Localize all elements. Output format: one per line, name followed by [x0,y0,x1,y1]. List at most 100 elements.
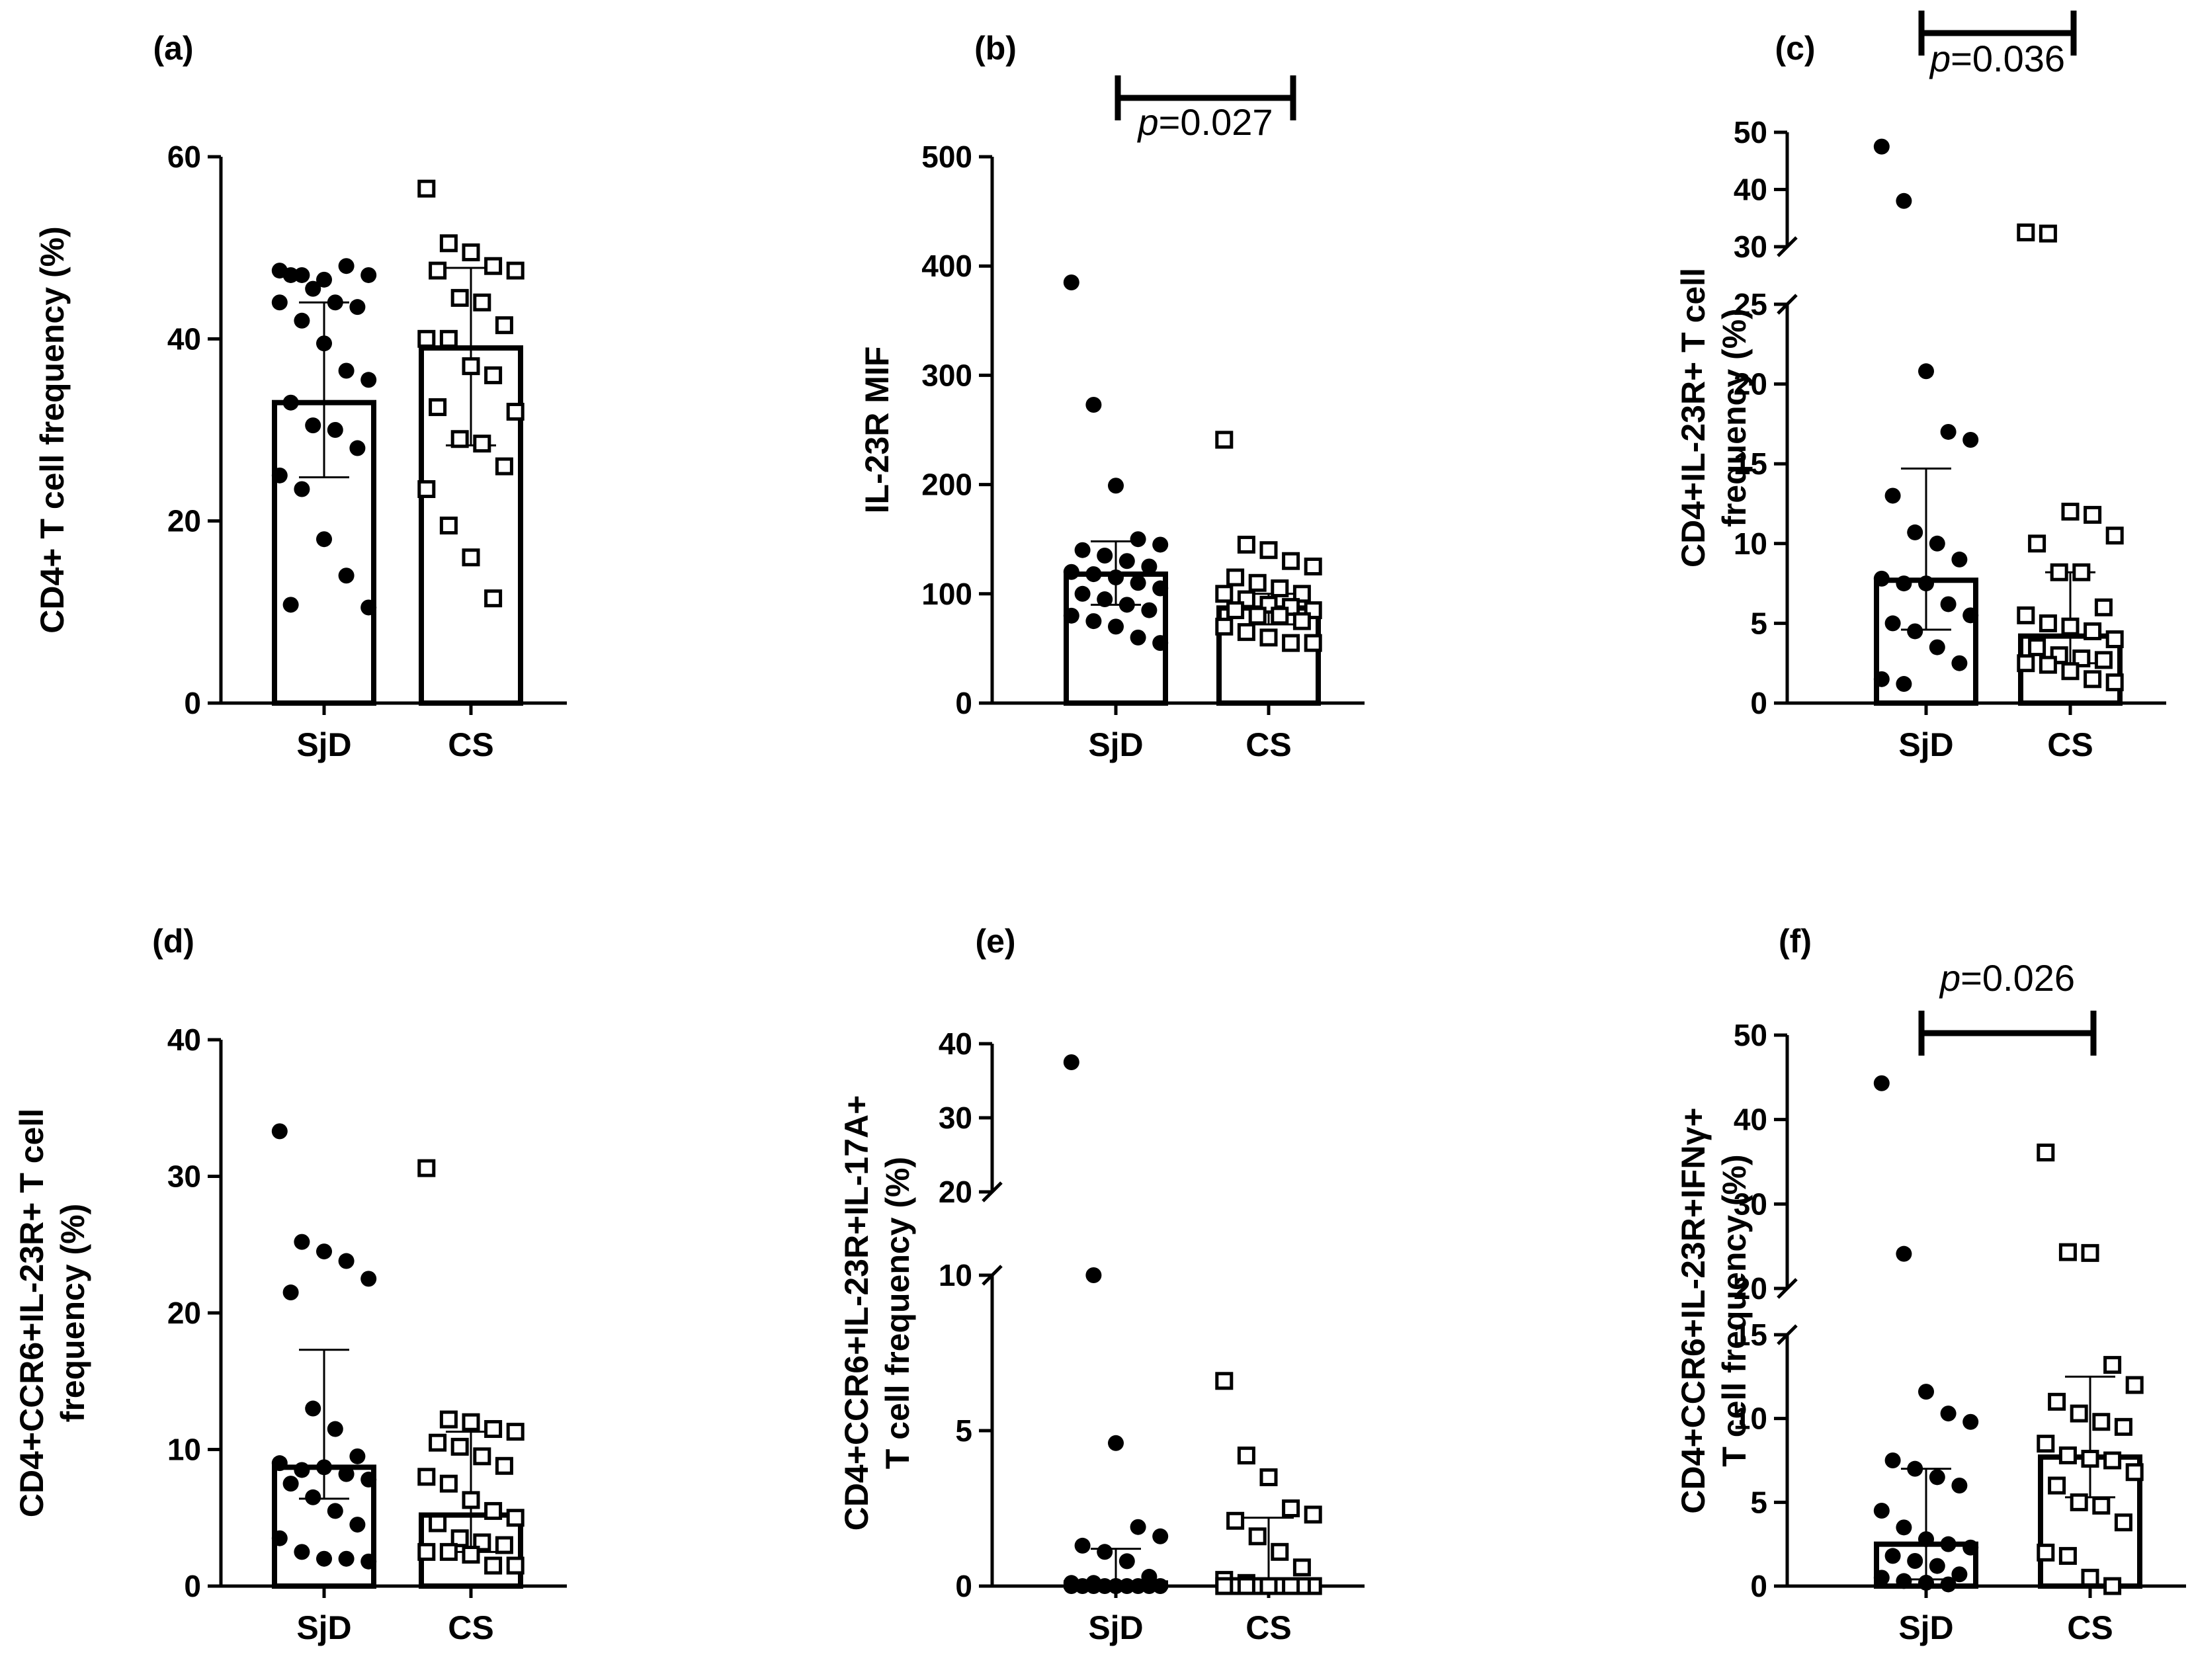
data-point [271,1123,288,1140]
data-point [1282,634,1300,652]
data-point [484,257,503,275]
data-point [450,288,469,307]
data-point [360,1271,377,1287]
y-axis-label: CD4+CCR6+IL-23R+IFNγ+ [1675,1107,1712,1513]
data-point [1940,1576,1957,1593]
data-point [1282,552,1300,570]
data-point [271,1530,288,1546]
data-point [282,394,299,411]
data-point [484,1556,503,1575]
data-point [349,299,366,315]
data-point [360,1471,377,1488]
data-point [1215,1577,1234,1595]
data-point [1951,551,1968,567]
y-tick-label: 10 [939,1258,972,1292]
data-point [1118,1553,1135,1570]
data-point [1141,602,1158,618]
data-point [327,422,343,438]
data-point [473,1447,491,1466]
data-point [1152,580,1169,597]
data-point [1907,524,1923,540]
data-point [1074,1537,1091,1554]
panel-e: (e) 0 5 10 20 30 40 SjD CS CD4+CCR6+IL-23R+IL-17A… [838,923,1365,1646]
data-point [2114,1513,2132,1532]
data-point [1130,629,1146,646]
data-point [2058,1446,2077,1464]
data-point [2037,1435,2055,1453]
data-point [495,1536,513,1554]
data-point [1085,566,1102,583]
data-point [462,1491,480,1509]
data-point [2028,638,2046,657]
data-point [294,267,310,283]
data-point [1940,423,1957,440]
data-point [417,1468,436,1486]
y-tick-label: 10 [167,1433,201,1467]
data-point [282,1284,299,1301]
data-point [2092,1413,2111,1431]
data-point [506,1509,525,1527]
data-point [2125,1463,2144,1482]
data-point [1873,138,1890,155]
data-point [1108,618,1124,635]
data-point [2072,563,2091,581]
data-point [1118,597,1135,613]
data-point [2048,1392,2066,1411]
data-point [2037,1543,2055,1562]
data-point [1282,1577,1300,1595]
data-point [327,294,343,311]
data-point [1918,1531,1934,1548]
y-tick-label: 100 [921,577,972,611]
data-point [473,435,491,453]
data-point [271,294,288,311]
panel-label: (a) [153,30,193,67]
data-point [327,1503,343,1519]
data-point [1259,1468,1278,1486]
data-point [484,1420,503,1439]
data-point [305,280,321,297]
panel-a: (a) 0 20 40 60 SjD CS CD4+ T cell frequency (%) [34,30,567,763]
data-point [1884,1452,1901,1468]
data-point [506,402,525,421]
data-point [495,457,513,476]
y-tick-label: 60 [167,140,201,174]
y-tick-label: 15 [1734,446,1767,481]
y-tick-label: 50 [1734,1018,1767,1052]
data-point [429,1514,447,1533]
data-point [429,398,447,417]
y-tick-label: 0 [184,1569,201,1603]
data-point [484,1501,503,1520]
data-point [294,1544,310,1560]
y-tick-label: 10 [1734,526,1767,561]
data-point [349,1517,366,1533]
category-label: CS [2047,726,2093,763]
data-point [316,531,332,548]
data-point [1929,535,1945,552]
data-point [2103,1356,2122,1374]
category-label: SjD [296,726,351,763]
data-point [1884,1548,1901,1564]
data-point [429,261,447,280]
data-point [1074,585,1091,602]
data-point [1152,536,1169,553]
data-point [2103,1577,2122,1595]
y-tick-label: 20 [939,1175,972,1209]
data-point [1907,1553,1923,1569]
y-tick-label: 40 [167,321,201,356]
data-point [1248,573,1267,592]
data-point [2017,223,2035,241]
data-point [2039,614,2057,632]
data-point [1940,596,1957,612]
category-label: SjD [1898,726,1953,763]
data-point [2061,503,2080,521]
y-tick-label: 40 [1734,1103,1767,1137]
data-point [1962,1413,1979,1430]
data-point [439,1542,458,1561]
y-tick-label: 400 [921,249,972,283]
data-point [349,1448,366,1464]
data-point [1063,274,1079,290]
data-point [1873,1075,1890,1091]
y-tick-label: 30 [939,1101,972,1135]
y-axis-label: frequency (%) [1716,308,1753,527]
y-tick-label: 300 [921,358,972,392]
